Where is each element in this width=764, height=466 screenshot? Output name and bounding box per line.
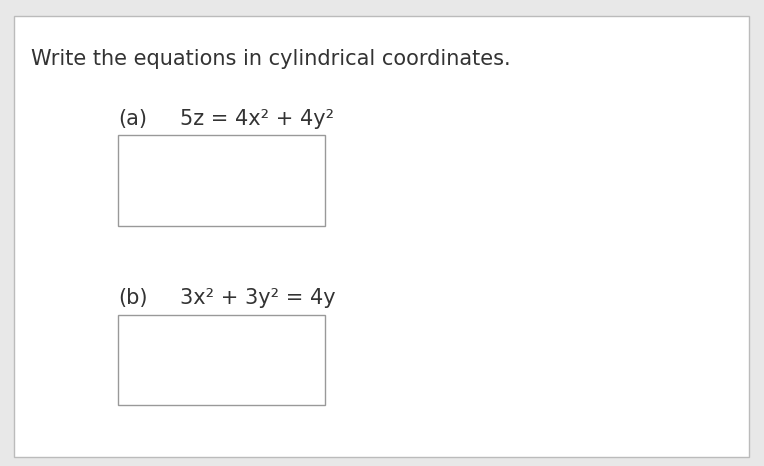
- Text: 5z = 4x² + 4y²: 5z = 4x² + 4y²: [180, 109, 334, 129]
- FancyBboxPatch shape: [14, 16, 749, 457]
- Text: (a): (a): [118, 109, 147, 129]
- Bar: [118, 315, 325, 405]
- Text: Write the equations in cylindrical coordinates.: Write the equations in cylindrical coord…: [31, 49, 510, 69]
- Text: (b): (b): [118, 288, 148, 308]
- Bar: [118, 135, 325, 226]
- Text: 3x² + 3y² = 4y: 3x² + 3y² = 4y: [180, 288, 335, 308]
